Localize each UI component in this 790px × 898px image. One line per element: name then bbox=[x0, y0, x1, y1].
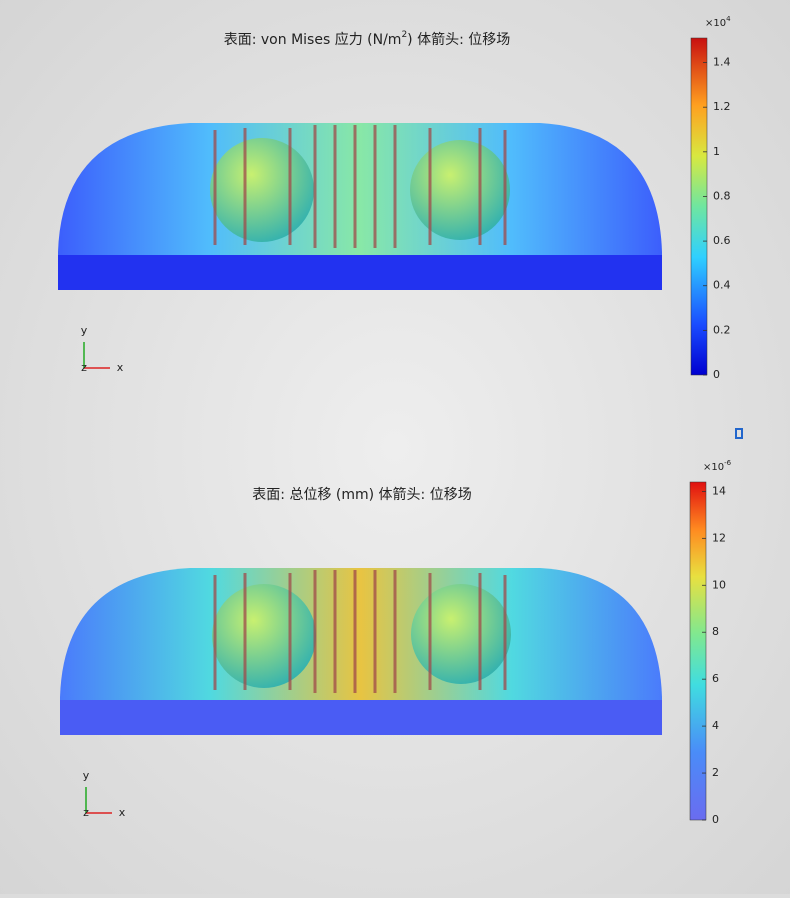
axis-label: y bbox=[81, 324, 88, 337]
axis-label: x bbox=[119, 806, 126, 819]
tick-label: 1.2 bbox=[713, 100, 731, 113]
sphere bbox=[410, 140, 510, 240]
tick-label: 0 bbox=[713, 368, 720, 381]
axis-label: z bbox=[83, 806, 89, 819]
plot-2: 表面: 总位移 (mm) 体箭头: 位移场 y x z ×10-6 bbox=[60, 459, 732, 821]
tick-label: 8 bbox=[712, 625, 719, 638]
domain bbox=[60, 568, 662, 735]
tick-label: 0.8 bbox=[713, 189, 731, 202]
tick-label: 14 bbox=[712, 484, 726, 497]
arrows bbox=[213, 570, 507, 693]
sphere bbox=[411, 584, 511, 684]
plot-title: 表面: 总位移 (mm) 体箭头: 位移场 bbox=[252, 486, 471, 503]
tick-label: 12 bbox=[712, 531, 726, 544]
colorbar-scale: ×104 bbox=[705, 15, 731, 29]
tick-label: 2 bbox=[712, 766, 719, 779]
tick-label: 0.6 bbox=[713, 234, 731, 247]
axis-label: x bbox=[117, 361, 124, 374]
colorbar bbox=[690, 37, 708, 376]
axis-label: y bbox=[83, 769, 90, 782]
icon bbox=[735, 428, 743, 439]
plot-1: 表面: von Mises 应力 (N/m2) 体箭头: 位移场 y x z ×… bbox=[58, 15, 731, 376]
tick-label: 0.4 bbox=[713, 279, 731, 292]
colorbar bbox=[689, 481, 707, 821]
tick-label: 1 bbox=[713, 145, 720, 158]
tick-label: 0.2 bbox=[713, 323, 731, 336]
tick-label: 10 bbox=[712, 578, 726, 591]
substrate bbox=[58, 255, 662, 290]
plot-title: 表面: von Mises 应力 (N/m2) 体箭头: 位移场 bbox=[224, 30, 511, 49]
axis-triad: y x z bbox=[83, 769, 126, 819]
tick-label: 6 bbox=[712, 672, 719, 685]
tick-label: 4 bbox=[712, 719, 719, 732]
axis-triad: y x z bbox=[81, 324, 124, 374]
substrate bbox=[60, 700, 662, 735]
axis-label: z bbox=[81, 361, 87, 374]
sphere bbox=[210, 138, 314, 242]
tick-label: 0 bbox=[712, 813, 719, 826]
colorbar-scale: ×10-6 bbox=[703, 459, 732, 473]
sphere bbox=[212, 584, 316, 688]
arrows bbox=[213, 125, 507, 248]
tick-label: 1.4 bbox=[713, 56, 731, 69]
domain bbox=[58, 123, 662, 290]
